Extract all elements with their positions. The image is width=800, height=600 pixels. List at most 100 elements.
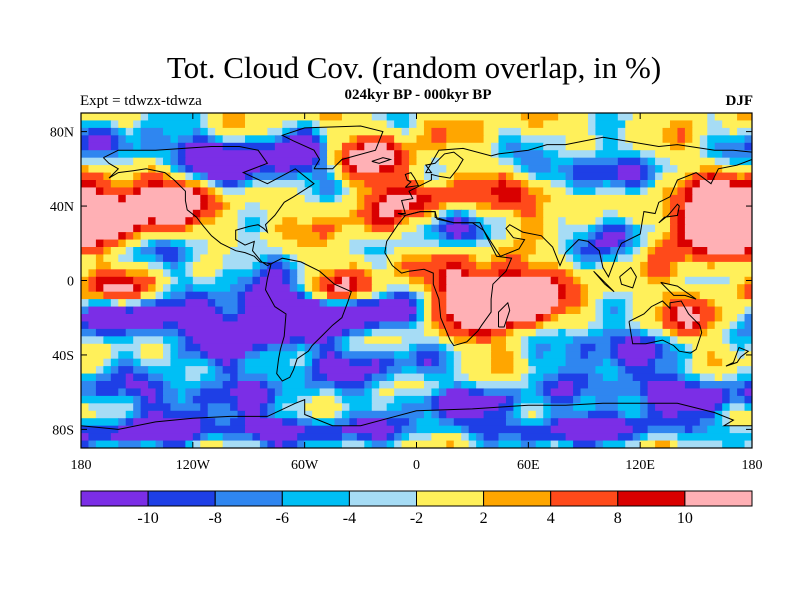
field-cell [744, 440, 752, 448]
field-cell [535, 440, 552, 448]
field-cell [610, 180, 626, 189]
field-cell [81, 180, 97, 189]
field-cell [476, 440, 485, 448]
field-cell [170, 150, 179, 159]
field-cell [423, 127, 433, 136]
field-cell [237, 180, 246, 189]
field-cell [446, 202, 477, 211]
field-cell [125, 269, 149, 278]
field-cell [177, 395, 186, 404]
field-cell [505, 336, 522, 345]
colorbar-swatch [416, 490, 485, 507]
field-cell [528, 373, 544, 382]
field-cell [446, 142, 492, 151]
field-cell [416, 358, 425, 367]
field-cell [737, 113, 752, 122]
field-cell [207, 358, 216, 367]
field-cell [222, 366, 239, 375]
field-cell [282, 403, 306, 412]
field-cell [625, 440, 641, 448]
field-cell [595, 261, 604, 270]
field-cell [185, 172, 194, 181]
field-cell [483, 433, 500, 442]
field-cell [520, 209, 537, 218]
field-cell [714, 306, 723, 315]
colorbar-label: 2 [480, 510, 488, 527]
field-cell [95, 388, 119, 397]
field-cell [364, 388, 373, 397]
field-cell [580, 261, 597, 270]
coastline [280, 125, 384, 170]
field-cell [192, 284, 231, 293]
field-cell [245, 284, 254, 293]
field-cell [565, 291, 582, 300]
field-cell [677, 336, 723, 345]
field-cell [327, 127, 403, 136]
field-cell [356, 187, 373, 196]
field-cell [431, 314, 447, 323]
field-cell [297, 254, 365, 263]
field-cell [349, 336, 365, 345]
field-cell [520, 269, 567, 278]
field-cell [394, 425, 403, 434]
field-cell [371, 261, 388, 270]
field-cell [513, 351, 522, 360]
field-cell [401, 217, 410, 226]
field-cell [625, 135, 664, 144]
field-cell [207, 172, 246, 181]
field-cell [163, 180, 186, 189]
field-cell [207, 410, 239, 419]
field-cell [185, 217, 194, 226]
field-cell [423, 284, 433, 293]
field-cell [580, 284, 589, 293]
field-cell [438, 410, 447, 419]
field-cell [461, 433, 470, 442]
field-cell [587, 381, 641, 390]
field-cell [81, 113, 142, 122]
field-cell [222, 269, 254, 278]
field-cell [319, 180, 336, 189]
field-cell [640, 381, 649, 390]
field-cell [177, 247, 186, 256]
field-cell [655, 306, 664, 315]
field-cell [543, 403, 552, 412]
field-cell [356, 194, 365, 203]
field-cell [714, 321, 731, 330]
field-cell [207, 366, 216, 375]
field-cell [118, 440, 142, 448]
field-cell [595, 232, 604, 241]
field-cell [602, 291, 634, 300]
field-cell [438, 321, 455, 330]
field-cell [737, 373, 752, 382]
field-cell [617, 142, 634, 151]
colorbar-swatch [684, 490, 753, 507]
field-cell [133, 142, 142, 151]
field-cell [341, 194, 358, 203]
field-cell [304, 440, 343, 448]
field-cell [558, 314, 597, 323]
field-cell [401, 232, 425, 241]
field-cell [327, 284, 336, 293]
field-cell [632, 306, 656, 315]
field-cell [185, 284, 194, 293]
coastline [628, 300, 703, 354]
field-cell [177, 321, 365, 330]
field-cell [677, 269, 752, 278]
colorbar-swatch [281, 490, 350, 507]
field-cell [371, 202, 380, 211]
field-cell [185, 388, 201, 397]
field-cell [349, 276, 358, 285]
field-cell [573, 239, 589, 248]
field-cell [602, 180, 611, 189]
field-cell [632, 425, 649, 434]
field-cell [438, 351, 447, 360]
field-cell [341, 165, 350, 174]
field-cell [662, 165, 679, 174]
field-cell [744, 291, 752, 300]
field-cell [535, 410, 544, 419]
field-cell [334, 336, 343, 345]
field-cell [744, 381, 752, 390]
field-cell [118, 351, 134, 360]
field-cell [334, 343, 343, 352]
field-cell [334, 351, 343, 360]
